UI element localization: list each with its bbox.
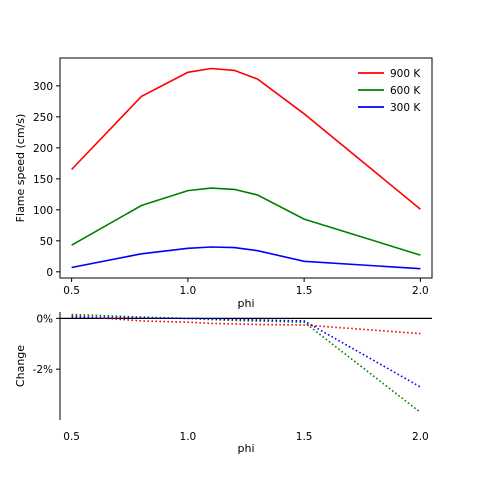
flame-speed-series-line-1 [71, 187, 421, 256]
flame-speed-chart: 0.5 1.0 1.5 2.0 0 50 100 150 200 250 300 phi Flam… [14, 57, 433, 310]
change-series-group [71, 313, 421, 414]
flame-speed-yticks: 0 50 100 150 200 250 300 [33, 81, 60, 279]
flame-speed-ytick-label: 50 [40, 236, 53, 248]
flame-speed-plot-frame [59, 57, 433, 279]
flame-speed-y-axis-label: Flame speed (cm/s) [14, 114, 27, 223]
legend-label-0: 900 K [390, 68, 421, 80]
change-xtick-label: 0.5 [63, 431, 80, 443]
flame-speed-xticks: 0.5 1.0 1.5 2.0 [63, 278, 429, 297]
flame-speed-series-line-2 [71, 246, 421, 270]
legend-label-2: 300 K [390, 102, 421, 114]
change-chart: 0.5 1.0 1.5 2.0 0% -2% phi Change [14, 312, 432, 455]
change-series-line-0 [71, 315, 421, 335]
flame-speed-x-axis-label: phi [237, 297, 254, 310]
legend: 900 K 600 K 300 K [358, 68, 421, 114]
change-xtick-label: 2.0 [412, 431, 429, 443]
change-yticks: 0% -2% [33, 313, 60, 376]
flame-speed-ytick-label: 200 [33, 143, 53, 155]
flame-speed-xtick-label: 1.5 [296, 285, 313, 297]
flame-speed-xtick-label: 0.5 [63, 285, 80, 297]
change-ytick-label: -2% [33, 364, 53, 376]
flame-speed-ytick-label: 100 [33, 205, 53, 217]
change-x-axis-label: phi [237, 442, 254, 455]
flame-speed-ytick-label: 250 [33, 112, 53, 124]
change-series-line-1 [71, 313, 421, 414]
change-xtick-label: 1.0 [180, 431, 197, 443]
change-xticks: 0.5 1.0 1.5 2.0 [63, 431, 428, 443]
flame-speed-xtick-label: 2.0 [412, 285, 429, 297]
flame-speed-series-group [71, 67, 421, 270]
flame-speed-ytick-label: 300 [33, 81, 53, 93]
change-xtick-label: 1.5 [296, 431, 313, 443]
change-y-axis-label: Change [14, 345, 27, 387]
flame-speed-xtick-label: 1.0 [180, 285, 197, 297]
flame-speed-ytick-label: 150 [33, 174, 53, 186]
legend-label-1: 600 K [390, 85, 421, 97]
flame-speed-series-line-0 [71, 67, 421, 210]
change-ytick-label: 0% [36, 313, 53, 325]
change-series-line-2 [71, 316, 421, 388]
flame-speed-ytick-label: 0 [46, 267, 53, 279]
